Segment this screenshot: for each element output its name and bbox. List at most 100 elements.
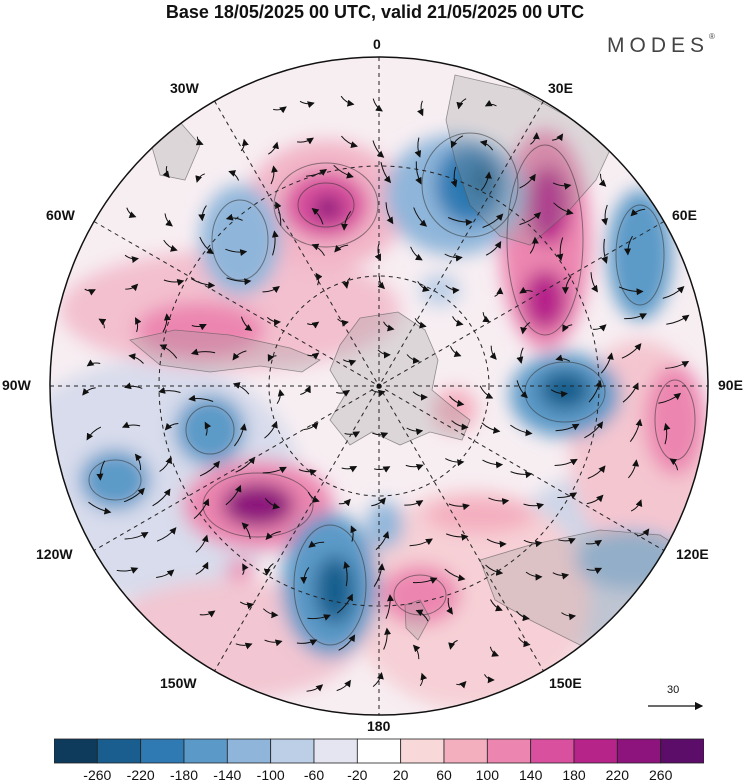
wind-vector bbox=[525, 571, 543, 581]
wind-vector bbox=[516, 380, 528, 399]
wind-vector bbox=[373, 466, 391, 473]
wind-vector bbox=[336, 390, 351, 397]
wind-vector bbox=[88, 501, 112, 515]
wind-vector bbox=[552, 133, 564, 142]
colorbar-swatch bbox=[660, 738, 704, 764]
wind-vector bbox=[561, 612, 577, 621]
wind-vector bbox=[519, 212, 542, 226]
colorbar-tick-label: 20 bbox=[392, 767, 409, 783]
wind-vector bbox=[266, 317, 281, 326]
wind-vector bbox=[84, 288, 96, 296]
wind-vector bbox=[446, 533, 469, 541]
colorbar-tick-label: -260 bbox=[83, 767, 112, 783]
wind-vector bbox=[669, 458, 679, 471]
wind-vector bbox=[262, 608, 279, 619]
wind-vector bbox=[308, 540, 325, 548]
wind-vector bbox=[404, 500, 424, 507]
wind-vector bbox=[374, 244, 381, 262]
lon-label-0: 0 bbox=[373, 36, 381, 52]
colorbar-swatch bbox=[313, 738, 358, 764]
brand-logo: MODES® bbox=[607, 32, 715, 58]
wind-vector bbox=[311, 207, 324, 225]
wind-vector bbox=[225, 484, 242, 506]
wind-vector bbox=[228, 170, 240, 181]
lon-label-120w: 120W bbox=[36, 546, 73, 562]
wind-vector bbox=[375, 531, 390, 551]
wind-vector bbox=[451, 420, 469, 431]
wind-vector bbox=[188, 394, 214, 402]
wind-vector bbox=[383, 627, 392, 650]
wind-vector bbox=[242, 563, 249, 576]
colorbar-tick-label: -60 bbox=[303, 767, 325, 783]
wind-vector bbox=[372, 432, 389, 439]
wind-vector bbox=[600, 352, 614, 374]
wind-vector bbox=[448, 639, 458, 650]
wind-vector bbox=[343, 561, 351, 587]
wind-vector bbox=[621, 343, 642, 359]
lon-label-30w: 30W bbox=[170, 80, 199, 96]
wind-vector bbox=[516, 347, 524, 364]
colorbar-swatch bbox=[54, 738, 98, 764]
wind-vector bbox=[406, 354, 420, 365]
wind-vector bbox=[598, 173, 607, 187]
wind-vector bbox=[519, 173, 536, 189]
wind-vector bbox=[592, 324, 607, 332]
wind-vector bbox=[340, 211, 352, 231]
wind-vector bbox=[315, 272, 323, 286]
lon-label-150e: 150E bbox=[549, 675, 582, 691]
colorbar-tick-label: 180 bbox=[562, 767, 586, 783]
colorbar-swatch bbox=[486, 738, 532, 764]
wind-vector bbox=[135, 317, 142, 333]
wind-vector bbox=[124, 531, 149, 540]
colorbar-swatch bbox=[96, 738, 142, 764]
colorbar-swatch bbox=[400, 738, 445, 764]
wind-vector bbox=[444, 253, 463, 262]
colorbar-tick-label: -180 bbox=[169, 767, 199, 783]
wind-vector bbox=[334, 244, 349, 253]
wind-vector bbox=[561, 276, 572, 295]
wind-vector bbox=[296, 639, 318, 646]
colorbar-swatch bbox=[226, 738, 272, 764]
wind-vector bbox=[450, 166, 458, 188]
wind-vector bbox=[629, 418, 643, 443]
wind-vector bbox=[520, 321, 531, 335]
wind-vector bbox=[452, 316, 464, 327]
wind-vector bbox=[199, 460, 220, 477]
wind-vector bbox=[273, 106, 287, 114]
wind-vector bbox=[338, 634, 356, 651]
wind-vector bbox=[510, 471, 533, 479]
wind-vector bbox=[271, 230, 279, 256]
wind-vector bbox=[226, 277, 252, 286]
wind-vector bbox=[270, 165, 279, 185]
wind-vector bbox=[516, 610, 530, 622]
wind-vector bbox=[268, 141, 279, 155]
wind-vector bbox=[116, 567, 139, 574]
colorbar-tick-label: -220 bbox=[126, 767, 155, 783]
wind-vector bbox=[666, 314, 690, 325]
wind-vector bbox=[530, 132, 540, 145]
wind-vector bbox=[297, 137, 314, 145]
wind-vector bbox=[239, 601, 255, 610]
wind-vector bbox=[456, 98, 467, 110]
antarctica bbox=[329, 311, 471, 446]
wind-vector bbox=[523, 539, 543, 548]
wind-vector bbox=[152, 488, 171, 507]
wind-vector bbox=[484, 99, 497, 107]
wind-vector bbox=[344, 431, 361, 438]
wind-vector bbox=[336, 679, 351, 692]
wind-vector bbox=[232, 382, 250, 395]
lon-label-60w: 60W bbox=[46, 207, 75, 223]
wind-vector bbox=[445, 285, 460, 294]
wind-vector bbox=[482, 213, 504, 228]
wind-vector bbox=[124, 254, 139, 264]
wind-vector bbox=[488, 497, 510, 505]
wind-vector bbox=[447, 217, 473, 226]
colorbar-swatch bbox=[443, 738, 488, 764]
wind-vector bbox=[121, 421, 141, 428]
wind-vector bbox=[305, 169, 328, 177]
wind-vector bbox=[372, 672, 384, 687]
wind-vector bbox=[628, 459, 640, 479]
wind-vector bbox=[123, 487, 145, 503]
latitude-circle-middle bbox=[158, 165, 600, 607]
